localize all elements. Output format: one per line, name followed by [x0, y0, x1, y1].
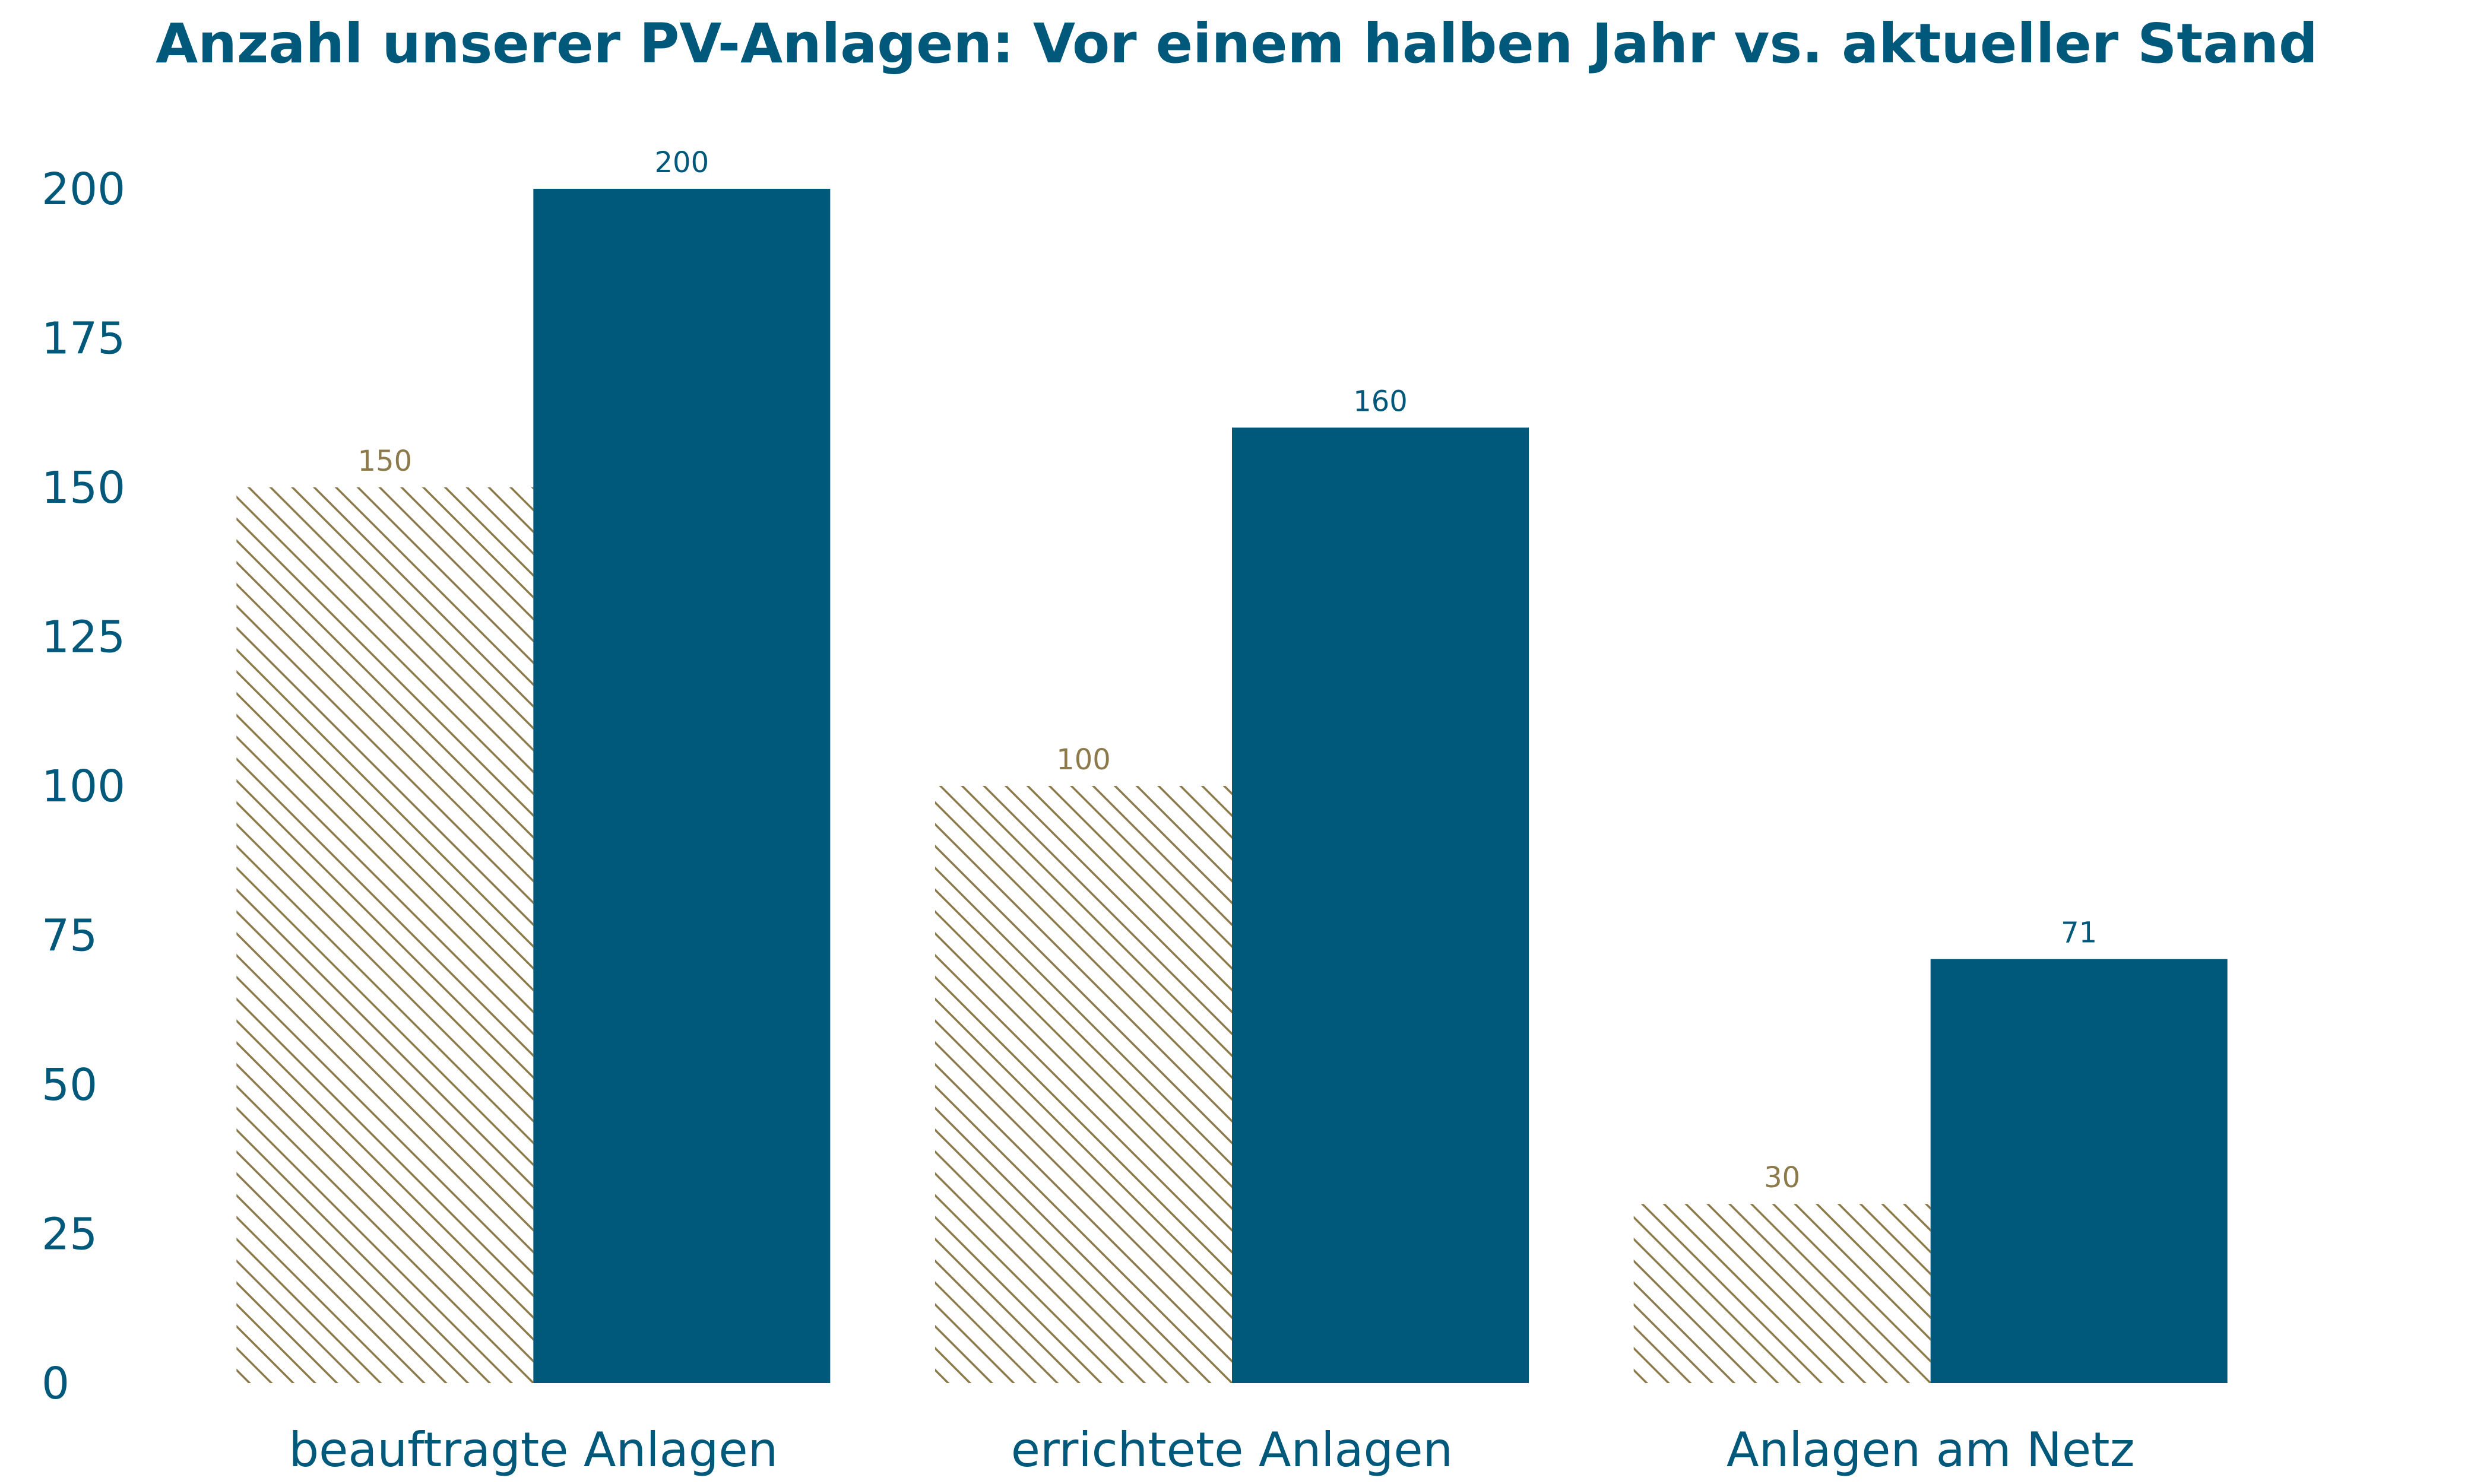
bars: 150 200 100 160 30 71	[236, 146, 2228, 1383]
data-label: 150	[358, 445, 413, 478]
bar-series-1-1	[236, 487, 534, 1383]
x-tick-label: Anlagen am Netz	[1727, 1422, 2135, 1477]
data-label: 100	[1056, 743, 1111, 776]
chart-title: Anzahl unserer PV-Anlagen: Vor einem hal…	[156, 12, 2318, 75]
data-label: 71	[2061, 917, 2097, 950]
x-tick-label: errichtete Anlagen	[1011, 1422, 1453, 1477]
y-tick-label: 75	[42, 911, 97, 962]
y-tick-label: 25	[42, 1209, 97, 1260]
bar-series-2-1	[533, 189, 831, 1383]
data-label: 30	[1764, 1161, 1800, 1194]
y-tick-label: 150	[42, 462, 125, 513]
bar-series-2-2	[1232, 427, 1529, 1383]
y-tick-label: 50	[42, 1060, 97, 1111]
y-tick-label: 200	[42, 164, 125, 215]
y-tick-label: 175	[42, 313, 125, 364]
bar-series-1-2	[935, 786, 1232, 1383]
bar-series-2-3	[1930, 959, 2228, 1383]
data-label: 160	[1353, 385, 1408, 418]
y-axis: 0 25 50 75 100 125 150 175 200	[42, 164, 125, 1409]
data-label: 200	[655, 146, 709, 179]
y-tick-label: 0	[42, 1358, 69, 1409]
bar-series-1-3	[1633, 1204, 1931, 1383]
y-tick-label: 100	[42, 761, 125, 812]
x-axis: beauftragte Anlagen errichtete Anlagen Anl…	[289, 1422, 2134, 1477]
x-tick-label: beauftragte Anlagen	[289, 1422, 778, 1477]
y-tick-label: 125	[42, 612, 125, 663]
